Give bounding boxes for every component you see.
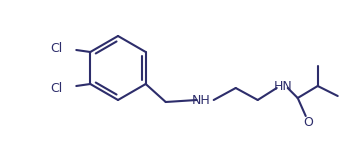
Text: NH: NH [191, 93, 210, 106]
Text: Cl: Cl [50, 81, 62, 94]
Text: HN: HN [273, 80, 292, 93]
Text: O: O [303, 116, 313, 129]
Text: Cl: Cl [50, 42, 62, 54]
